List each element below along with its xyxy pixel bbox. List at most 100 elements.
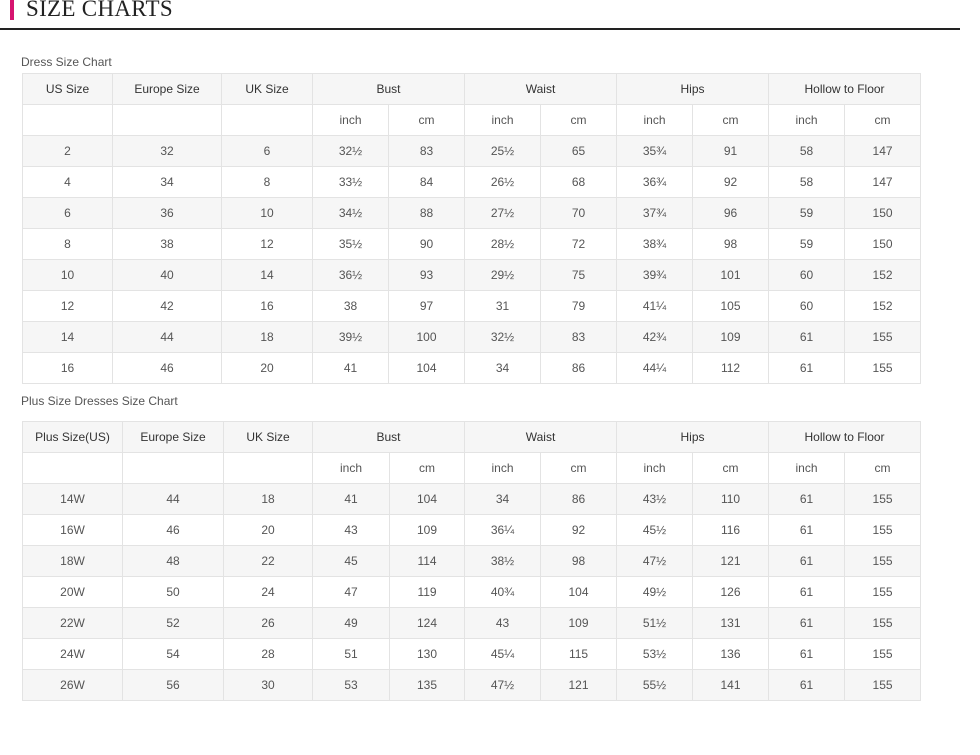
header-row: Plus Size(US) Europe Size UK Size Bust Waist… bbox=[22, 421, 922, 453]
table-cell: 35½ bbox=[312, 228, 389, 260]
unit-header: inch bbox=[464, 104, 542, 136]
table-cell: 155 bbox=[844, 545, 922, 577]
table-cell: 32½ bbox=[312, 135, 389, 167]
column-header: Bust bbox=[311, 421, 466, 453]
table-cell: 56 bbox=[122, 669, 224, 701]
table-cell: 150 bbox=[844, 228, 922, 260]
table-cell: 104 bbox=[388, 483, 466, 515]
table-cell: 34 bbox=[464, 483, 542, 515]
unit-header: inch bbox=[768, 452, 846, 484]
table-cell: 101 bbox=[692, 259, 770, 291]
table-cell: 109 bbox=[540, 607, 618, 639]
table-cell: 43 bbox=[464, 607, 542, 639]
table-cell: 26W bbox=[22, 669, 123, 701]
table-cell: 61 bbox=[768, 483, 846, 515]
table-row: 22W 52 26 49 124 43 109 51½ 131 61 155 bbox=[22, 607, 922, 639]
table-cell: 114 bbox=[388, 545, 466, 577]
table-cell: 109 bbox=[388, 514, 466, 546]
table-cell: 43½ bbox=[616, 483, 694, 515]
column-header: UK Size bbox=[223, 421, 313, 453]
table-row: 2 32 6 32½ 83 25½ 65 35¾ 91 58 147 bbox=[22, 135, 922, 167]
table-cell: 52 bbox=[122, 607, 224, 639]
column-header: Europe Size bbox=[112, 73, 222, 105]
table-cell: 93 bbox=[387, 259, 466, 291]
table-cell: 61 bbox=[768, 514, 846, 546]
table-cell: 10 bbox=[22, 259, 113, 291]
dress-chart-caption: Dress Size Chart bbox=[21, 55, 112, 69]
unit-header: cm bbox=[692, 452, 770, 484]
table-cell: 6 bbox=[22, 197, 113, 229]
table-cell: 2 bbox=[22, 135, 113, 167]
table-row: 14 44 18 39½ 100 32½ 83 42¾ 109 61 155 bbox=[22, 321, 922, 353]
table-cell: 61 bbox=[768, 576, 846, 608]
table-cell: 18W bbox=[22, 545, 123, 577]
table-cell: 10 bbox=[221, 197, 313, 229]
table-cell: 96 bbox=[692, 197, 770, 229]
table-cell: 100 bbox=[387, 321, 466, 353]
table-row: 12 42 16 38 97 31 79 41¼ 105 60 152 bbox=[22, 290, 922, 322]
table-cell: 155 bbox=[844, 669, 922, 701]
table-cell: 98 bbox=[692, 228, 770, 260]
page-title: SIZE CHARTS bbox=[26, 0, 173, 21]
table-cell: 135 bbox=[388, 669, 466, 701]
table-cell: 83 bbox=[540, 321, 618, 353]
unit-header: inch bbox=[616, 104, 694, 136]
table-cell: 22 bbox=[223, 545, 313, 577]
table-cell: 28 bbox=[223, 638, 313, 670]
empty-cell bbox=[221, 104, 313, 136]
table-row: 8 38 12 35½ 90 28½ 72 38¾ 98 59 150 bbox=[22, 228, 922, 260]
empty-cell bbox=[122, 452, 224, 484]
table-cell: 60 bbox=[768, 259, 846, 291]
table-cell: 104 bbox=[540, 576, 618, 608]
table-cell: 53½ bbox=[616, 638, 694, 670]
unit-header: cm bbox=[692, 104, 770, 136]
table-cell: 147 bbox=[844, 166, 922, 198]
empty-cell bbox=[223, 452, 313, 484]
table-cell: 65 bbox=[540, 135, 618, 167]
table-cell: 91 bbox=[692, 135, 770, 167]
table-cell: 110 bbox=[692, 483, 770, 515]
unit-header: cm bbox=[540, 452, 618, 484]
table-cell: 45 bbox=[312, 545, 390, 577]
table-cell: 36¾ bbox=[616, 166, 694, 198]
table-cell: 27½ bbox=[464, 197, 542, 229]
table-cell: 40 bbox=[112, 259, 222, 291]
table-cell: 37¾ bbox=[616, 197, 694, 229]
table-cell: 53 bbox=[312, 669, 390, 701]
table-cell: 90 bbox=[387, 228, 466, 260]
table-cell: 60 bbox=[768, 290, 846, 322]
table-cell: 42 bbox=[112, 290, 222, 322]
table-cell: 24W bbox=[22, 638, 123, 670]
table-cell: 43 bbox=[312, 514, 390, 546]
table-cell: 20 bbox=[223, 514, 313, 546]
table-cell: 36 bbox=[112, 197, 222, 229]
column-header: Waist bbox=[464, 73, 618, 105]
table-cell: 70 bbox=[540, 197, 618, 229]
table-cell: 41 bbox=[312, 352, 389, 384]
table-cell: 41 bbox=[312, 483, 390, 515]
table-cell: 20 bbox=[221, 352, 313, 384]
table-cell: 116 bbox=[692, 514, 770, 546]
table-cell: 61 bbox=[768, 321, 846, 353]
column-header: Plus Size(US) bbox=[22, 421, 123, 453]
table-cell: 31 bbox=[464, 290, 542, 322]
table-row: 16W 46 20 43 109 36¼ 92 45½ 116 61 155 bbox=[22, 514, 922, 546]
table-cell: 124 bbox=[388, 607, 466, 639]
unit-header: inch bbox=[312, 104, 389, 136]
table-cell: 46 bbox=[112, 352, 222, 384]
table-cell: 16 bbox=[22, 352, 113, 384]
table-cell: 16 bbox=[221, 290, 313, 322]
table-cell: 49½ bbox=[616, 576, 694, 608]
table-cell: 61 bbox=[768, 545, 846, 577]
table-cell: 38½ bbox=[464, 545, 542, 577]
table-cell: 155 bbox=[844, 607, 922, 639]
table-cell: 61 bbox=[768, 607, 846, 639]
table-cell: 42¾ bbox=[616, 321, 694, 353]
table-cell: 16W bbox=[22, 514, 123, 546]
table-cell: 39¾ bbox=[616, 259, 694, 291]
table-cell: 136 bbox=[692, 638, 770, 670]
table-cell: 97 bbox=[387, 290, 466, 322]
table-cell: 59 bbox=[768, 228, 846, 260]
column-header: Europe Size bbox=[122, 421, 224, 453]
table-cell: 84 bbox=[387, 166, 466, 198]
